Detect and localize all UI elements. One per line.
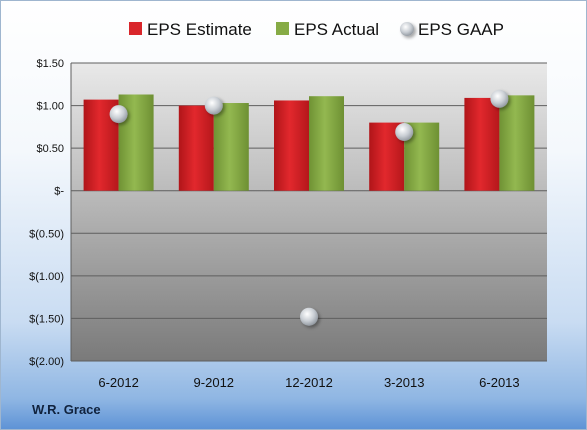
legend-label: EPS Actual: [294, 20, 379, 39]
y-tick-label: $-: [54, 186, 64, 198]
legend-swatch: [129, 22, 142, 35]
y-tick-label: $(2.00): [29, 356, 64, 368]
marker-eps-gaap: [300, 307, 318, 326]
x-tick-label: 6-2012: [98, 375, 138, 390]
x-tick-label: 12-2012: [285, 375, 333, 390]
bar-eps-actual: [499, 95, 535, 191]
bar-eps-estimate: [464, 97, 500, 191]
bar-eps-actual: [309, 96, 344, 191]
bar-eps-estimate: [178, 105, 214, 191]
y-tick-label: $(1.00): [29, 271, 64, 283]
bar-eps-estimate: [274, 100, 309, 191]
legend-swatch: [400, 22, 414, 36]
y-tick-label: $1.00: [36, 101, 64, 113]
x-tick-label: 3-2013: [384, 375, 424, 390]
y-axis: $1.50 $1.00 $0.50 $- $(0.50) $(1.00) $(1.50) $(…: [29, 58, 72, 368]
bar-eps-actual: [213, 103, 249, 191]
legend-label: EPS GAAP: [418, 20, 504, 39]
x-axis: 6-2012 9-2012 12-2012 3-2013 6-2013: [98, 375, 519, 390]
y-tick-label: $0.50: [36, 143, 64, 155]
x-tick-label: 9-2012: [194, 375, 234, 390]
marker-eps-gaap: [204, 96, 223, 115]
y-tick-label: $(1.50): [29, 313, 64, 325]
x-tick-label: 6-2013: [479, 375, 519, 390]
marker-eps-gaap: [490, 89, 509, 108]
bars: [83, 94, 535, 191]
marker-eps-gaap: [109, 105, 128, 124]
y-tick-label: $1.50: [36, 58, 64, 70]
y-tick-label: $(0.50): [29, 228, 64, 240]
gaap-markers: [109, 89, 509, 326]
company-name: W.R. Grace: [32, 402, 101, 417]
legend-swatch: [276, 22, 289, 35]
marker-eps-gaap: [395, 122, 414, 141]
legend-label: EPS Estimate: [147, 20, 252, 39]
legend: EPS Estimate EPS Actual EPS GAAP: [129, 20, 504, 39]
